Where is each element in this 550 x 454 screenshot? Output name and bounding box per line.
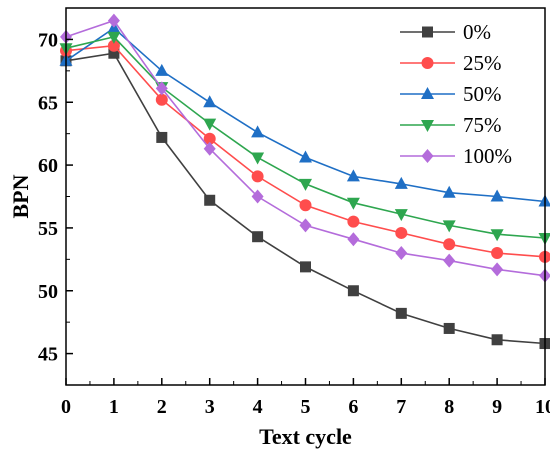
x-tick-label: 8 (444, 396, 454, 418)
legend-label: 100% (463, 144, 512, 168)
data-point (443, 322, 455, 334)
y-tick-label: 45 (38, 344, 58, 366)
data-point (442, 185, 456, 198)
plot-area (59, 13, 550, 350)
x-tick-label: 6 (348, 396, 358, 418)
data-point (347, 215, 360, 228)
legend: 0% 25% 50% 75% 100% (400, 20, 512, 168)
series-3 (59, 31, 550, 245)
legend-marker (421, 57, 434, 69)
data-point (347, 232, 360, 247)
data-point (203, 95, 217, 108)
legend-entry: 50% (400, 82, 502, 106)
data-point (395, 246, 408, 261)
data-point (395, 307, 407, 319)
data-point (203, 132, 216, 145)
data-point (108, 47, 120, 59)
legend-marker (421, 149, 434, 163)
series-4 (60, 13, 550, 283)
legend-entry: 25% (400, 51, 502, 75)
x-tick-label: 5 (301, 396, 311, 418)
data-point (107, 31, 121, 44)
data-point (491, 262, 504, 277)
legend-marker (421, 87, 434, 99)
legend-marker (421, 120, 434, 132)
legend-entry: 0% (400, 20, 491, 44)
x-tick-label: 9 (492, 396, 502, 418)
data-point (443, 238, 456, 251)
legend-label: 75% (463, 113, 502, 137)
data-point (300, 261, 311, 273)
x-tick-label: 10 (535, 396, 550, 418)
data-point (155, 63, 169, 76)
x-tick-label: 7 (396, 396, 406, 418)
data-point (155, 93, 168, 106)
y-tick-label: 65 (38, 92, 58, 114)
data-point (252, 231, 264, 243)
y-tick-label: 55 (38, 218, 58, 240)
y-tick-label: 50 (38, 281, 58, 303)
x-tick-label: 3 (205, 396, 215, 418)
series-1 (60, 39, 550, 263)
data-point (299, 199, 312, 212)
data-point (443, 253, 456, 268)
legend-label: 0% (463, 20, 491, 44)
data-point (251, 189, 264, 204)
legend-marker (422, 26, 433, 38)
legend-entry: 100% (400, 144, 512, 168)
data-point (203, 118, 217, 131)
x-tick-label: 2 (157, 396, 167, 418)
data-point (394, 209, 408, 222)
data-point (491, 334, 503, 346)
data-point (395, 226, 408, 239)
data-point (155, 81, 168, 96)
data-point (347, 285, 359, 297)
data-point (490, 189, 504, 202)
data-point (491, 247, 504, 260)
x-axis-title: Text cycle (259, 424, 352, 449)
data-point (204, 194, 216, 206)
data-point (346, 169, 360, 182)
x-tick-label: 4 (253, 396, 263, 418)
data-point (107, 39, 120, 52)
data-point (107, 13, 120, 28)
legend-label: 25% (463, 51, 502, 75)
data-point (394, 176, 408, 189)
data-point (299, 178, 312, 191)
data-point (490, 229, 504, 242)
x-tick-label: 1 (109, 396, 119, 418)
data-point (251, 170, 264, 183)
data-point (251, 125, 265, 138)
data-point (251, 152, 265, 165)
y-axis-title: BPN (8, 174, 33, 218)
y-tick-label: 70 (38, 29, 58, 51)
data-point (156, 131, 168, 143)
data-point (299, 218, 312, 233)
legend-label: 50% (463, 82, 502, 106)
legend-entry: 75% (400, 113, 502, 137)
data-point (203, 141, 216, 156)
data-point (442, 220, 456, 233)
x-tick-label: 0 (61, 396, 71, 418)
data-point (299, 150, 312, 163)
y-tick-label: 60 (38, 155, 58, 177)
data-point (346, 197, 360, 210)
